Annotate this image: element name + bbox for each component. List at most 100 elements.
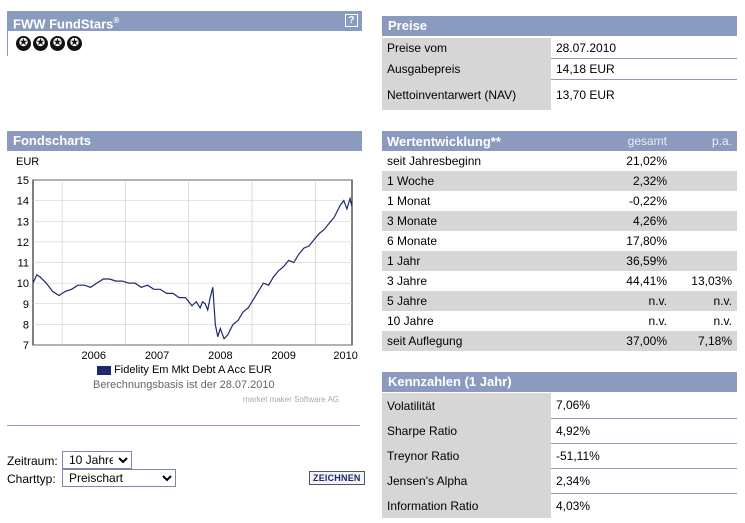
legend-label: Fidelity Em Mkt Debt A Acc EUR — [114, 364, 272, 376]
chart-basis: Berechnungsbasis ist der 28.07.2010 — [93, 379, 275, 391]
table-row: Jensen's Alpha 2,34% — [382, 468, 737, 494]
wert-label: seit Jahresbeginn — [382, 151, 572, 171]
kennzahl-value: 7,06% — [551, 393, 737, 419]
wert-pa: 7,18% — [672, 331, 737, 351]
wert-gesamt: n.v. — [572, 311, 672, 331]
kennzahl-label: Jensen's Alpha — [382, 468, 551, 493]
wert-pa — [672, 211, 737, 231]
star-icon: ✪ — [16, 36, 31, 51]
x-tick-label: 2006 — [82, 350, 106, 362]
kennzahl-label: Sharpe Ratio — [382, 418, 551, 443]
table-row: Ausgabepreis 14,18 EUR — [382, 58, 737, 80]
zeitraum-select[interactable]: 10 Jahre — [62, 451, 132, 469]
y-tick-label: 10 — [17, 278, 29, 290]
chart-divider — [7, 425, 360, 426]
table-row: 1 Woche 2,32% — [382, 171, 737, 191]
wert-gesamt: 44,41% — [572, 271, 672, 291]
y-tick-label: 7 — [23, 340, 29, 352]
fundstars-title: FWW FundStars — [13, 16, 114, 32]
legend-swatch — [97, 365, 111, 375]
y-tick-label: 11 — [18, 258, 29, 270]
fundstars-header: FWW FundStars® ? — [7, 11, 362, 31]
table-row: 6 Monate 17,80% — [382, 231, 737, 251]
y-tick-label: 14 — [17, 196, 29, 208]
wert-pa — [672, 171, 737, 191]
table-row: 1 Jahr 36,59% — [382, 251, 737, 271]
kennzahl-value: 2,34% — [551, 468, 737, 494]
wert-gesamt: 36,59% — [572, 251, 672, 271]
charttyp-dropdown[interactable]: Preischart — [62, 469, 176, 487]
table-row: 10 Jahre n.v. n.v. — [382, 311, 737, 331]
y-tick-label: 8 — [23, 319, 29, 331]
charttyp-select[interactable]: Preischart — [62, 469, 176, 487]
preise-label: Nettoinventarwert (NAV) — [382, 79, 551, 110]
wert-label: seit Auflegung — [382, 331, 572, 351]
wert-gesamt: 17,80% — [572, 231, 672, 251]
kennzahl-label: Treynor Ratio — [382, 443, 551, 468]
kennzahl-label: Volatilität — [382, 393, 551, 418]
zeitraum-dropdown[interactable]: 10 Jahre — [62, 451, 132, 469]
table-row: Information Ratio 4,03% — [382, 493, 737, 518]
wert-gesamt: 21,02% — [572, 151, 672, 171]
kennzahl-value: -51,11% — [551, 443, 737, 469]
y-tick-label: 15 — [17, 175, 29, 187]
y-axis-label: EUR — [16, 156, 39, 168]
wert-gesamt: -0,22% — [572, 191, 672, 211]
wert-label: 1 Monat — [382, 191, 572, 211]
wert-gesamt: 4,26% — [572, 211, 672, 231]
table-row: 3 Jahre 44,41% 13,03% — [382, 271, 737, 291]
table-row: Nettoinventarwert (NAV) 13,70 EUR — [382, 79, 737, 110]
y-tick-label: 13 — [17, 216, 29, 228]
wert-label: 5 Jahre — [382, 291, 572, 311]
preise-title: Preise — [388, 18, 428, 33]
star-rating: ✪ ✪ ✪ ✪ — [16, 35, 84, 51]
kennzahlen-header: Kennzahlen (1 Jahr) — [382, 372, 737, 392]
table-row: 5 Jahre n.v. n.v. — [382, 291, 737, 311]
col-gesamt: gesamt — [572, 131, 672, 151]
kennzahl-value: 4,03% — [551, 493, 737, 518]
wert-pa — [672, 231, 737, 251]
fundstars-divider — [7, 31, 8, 56]
y-tick-label: 12 — [17, 237, 29, 249]
zeichnen-button[interactable]: ZEICHNEN — [309, 471, 365, 485]
table-row: Volatilität 7,06% — [382, 393, 737, 419]
chart-legend: Fidelity Em Mkt Debt A Acc EUR — [97, 364, 272, 376]
preise-table: Preise vom 28.07.2010 Ausgabepreis 14,18 E… — [382, 38, 737, 110]
preise-header: Preise — [382, 16, 737, 36]
wert-pa — [672, 151, 737, 171]
table-row: 3 Monate 4,26% — [382, 211, 737, 231]
kennzahl-label: Information Ratio — [382, 493, 551, 518]
chart-credit: market maker Software AG — [243, 395, 340, 404]
wert-pa — [672, 191, 737, 211]
wert-gesamt: 37,00% — [572, 331, 672, 351]
wert-pa — [672, 251, 737, 271]
col-pa: p.a. — [672, 131, 737, 151]
wertentwicklung-title: Wertentwicklung** — [382, 131, 572, 151]
x-tick-label: 2010 — [333, 350, 357, 362]
wert-label: 3 Jahre — [382, 271, 572, 291]
wert-pa: n.v. — [672, 291, 737, 311]
wert-label: 6 Monate — [382, 231, 572, 251]
x-tick-label: 2009 — [271, 350, 295, 362]
table-row: Treynor Ratio -51,11% — [382, 443, 737, 469]
registered-mark: ® — [113, 16, 120, 25]
preise-label: Ausgabepreis — [382, 58, 551, 80]
wert-pa: n.v. — [672, 311, 737, 331]
table-row: Preise vom 28.07.2010 — [382, 38, 737, 59]
star-icon: ✪ — [33, 36, 48, 51]
preise-value: 28.07.2010 — [551, 38, 737, 59]
x-tick-label: 2008 — [208, 350, 232, 362]
table-row: Sharpe Ratio 4,92% — [382, 418, 737, 444]
preise-value: 14,18 EUR — [551, 58, 737, 80]
kennzahlen-table: Volatilität 7,06% Sharpe Ratio 4,92% Treynor… — [382, 393, 737, 518]
table-row: seit Auflegung 37,00% 7,18% — [382, 331, 737, 351]
table-row: seit Jahresbeginn 21,02% — [382, 151, 737, 171]
star-icon: ✪ — [67, 36, 82, 51]
help-icon[interactable]: ? — [345, 14, 358, 27]
y-tick-label: 9 — [23, 299, 29, 311]
table-row: 1 Monat -0,22% — [382, 191, 737, 211]
star-icon: ✪ — [50, 36, 65, 51]
charttyp-label: Charttyp: — [7, 472, 56, 486]
fondscharts-header: Fondscharts — [7, 131, 362, 151]
preise-label: Preise vom — [382, 38, 551, 59]
